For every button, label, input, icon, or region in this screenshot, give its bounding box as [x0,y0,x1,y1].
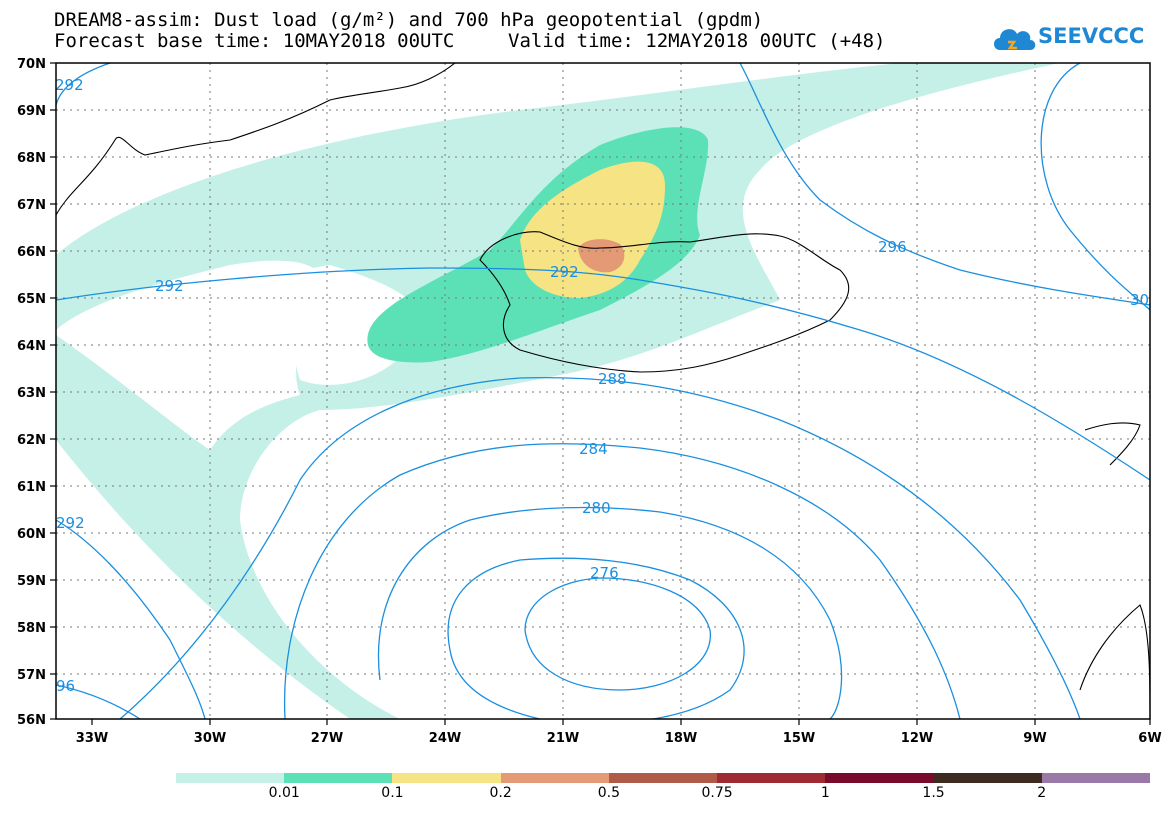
contour-label: 276 [590,564,619,582]
contour-label: 96 [56,677,75,695]
legend-swatch [933,773,1042,783]
legend-swatch [717,773,826,783]
contour-label: 292 [550,263,579,281]
lat-label: 57N [17,668,46,683]
lon-label: 24W [429,731,461,746]
legend-swatch [608,773,718,783]
lon-label: 33W [76,731,108,746]
valid-time: Valid time: 12MAY2018 00UTC (+48) [508,30,886,52]
lat-label: 60N [17,527,46,542]
contour-label: 292 [55,76,84,94]
dust-shade-02 [520,161,665,298]
forecast-base-time: Forecast base time: 10MAY2018 00UTC [54,30,455,52]
logo-text: SEEVCCC [1038,24,1145,48]
lat-label: 70N [17,57,46,72]
legend-label: 0.2 [489,785,512,801]
lon-label: 27W [311,731,343,746]
legend-label: 0.75 [701,785,733,801]
contour-label: 288 [598,370,627,388]
legend-swatch [825,773,934,783]
contour-label: 280 [582,499,611,517]
geopotential-contours [56,63,1150,719]
contour-label: 292 [155,277,184,295]
legend-label: 2 [1037,785,1047,801]
lat-label: 59N [17,574,46,589]
cloud-icon [994,29,1036,50]
color-legend [176,773,1150,783]
legend-swatch [1041,773,1150,783]
lat-label: 68N [17,151,46,166]
contour-label: 296 [878,238,907,256]
lon-label: 9W [1023,731,1046,746]
legend-swatch [284,773,393,783]
legend-label: 0.01 [268,785,300,801]
lon-label: 15W [783,731,815,746]
lat-label: 62N [17,433,46,448]
legend-label: 1 [820,785,830,801]
chart-title: DREAM8-assim: Dust load (g/m²) and 700 h… [54,9,764,31]
lat-label: 58N [17,621,46,636]
lat-label: 69N [17,104,46,119]
lat-label: 64N [17,339,46,354]
lat-label: 61N [17,480,46,495]
seevccc-logo: SEEVCCC [990,20,1144,58]
lat-label: 56N [17,713,46,728]
lat-label: 65N [17,292,46,307]
contour-label: 292 [56,514,85,532]
contour-label: 284 [579,440,608,458]
lat-label: 63N [17,386,46,401]
lat-label: 67N [17,198,46,213]
legend-swatch [392,773,501,783]
lon-label: 12W [901,731,933,746]
coastlines [56,63,1150,711]
lon-label: 6W [1138,731,1161,746]
legend-swatch [500,773,609,783]
lat-label: 66N [17,245,46,260]
lon-label: 21W [547,731,579,746]
lon-label: 18W [665,731,697,746]
lon-label: 30W [194,731,226,746]
map-frame [55,62,1151,720]
legend-swatch [176,773,285,783]
legend-label: 0.1 [381,785,404,801]
legend-label: 0.5 [597,785,621,801]
contour-label: 30 [1130,291,1149,309]
legend-label: 1.5 [922,785,945,801]
dust-shade-001 [56,63,1060,719]
